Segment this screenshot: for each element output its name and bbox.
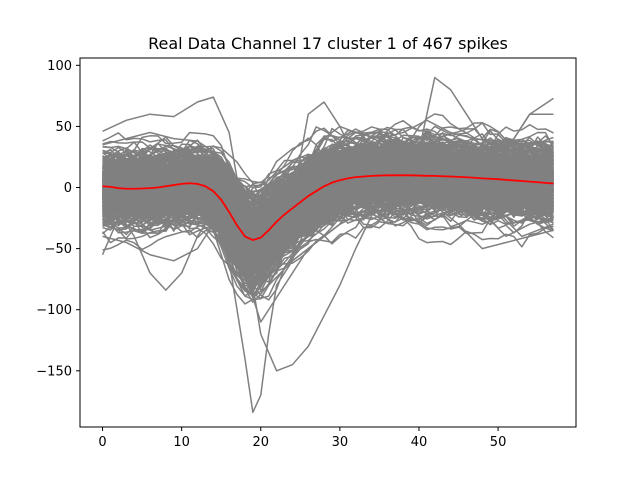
spike-waveform <box>102 145 554 208</box>
x-tick-label: 10 <box>173 435 190 450</box>
spike-waveform <box>102 119 554 262</box>
spike-waveform <box>102 149 554 229</box>
spike-waveform <box>102 96 554 293</box>
spike-waveform <box>102 192 554 297</box>
x-tick-label: 40 <box>411 435 428 450</box>
spike-waveform <box>102 217 554 266</box>
spike-waveform <box>102 146 554 273</box>
x-tick-label: 50 <box>490 435 507 450</box>
spike-waveform <box>102 138 554 240</box>
x-tick-label: 20 <box>252 435 269 450</box>
spike-waveform <box>102 150 554 372</box>
y-tick-label: −100 <box>36 303 72 318</box>
spike-waveform <box>102 191 554 251</box>
y-tick-label: −150 <box>36 364 72 379</box>
spike-waveform <box>101 167 554 248</box>
x-tick-label: 0 <box>98 435 106 450</box>
x-axis: 0 10 20 30 40 50 <box>98 427 506 450</box>
spike-waveform <box>102 145 554 226</box>
mean-waveform <box>102 174 554 241</box>
spike-waveform <box>102 175 554 299</box>
x-tick-label: 30 <box>332 435 349 450</box>
y-axis: −150 −100 −50 0 50 100 <box>36 59 80 379</box>
y-tick-label: 100 <box>47 59 72 74</box>
spike-waveform <box>102 147 554 214</box>
spike-waveform <box>102 192 554 323</box>
spike-waveforms <box>101 76 555 414</box>
spike-waveform <box>102 181 555 232</box>
y-tick-label: 50 <box>55 120 72 135</box>
y-tick-label: −50 <box>45 242 72 257</box>
plot-frame <box>79 57 577 428</box>
spike-waveform <box>102 157 554 214</box>
chart-title: Real Data Channel 17 cluster 1 of 467 sp… <box>148 34 508 53</box>
spike-waveform <box>102 167 554 248</box>
mean-waveform-line <box>102 174 554 241</box>
y-tick-label: 0 <box>64 181 72 196</box>
